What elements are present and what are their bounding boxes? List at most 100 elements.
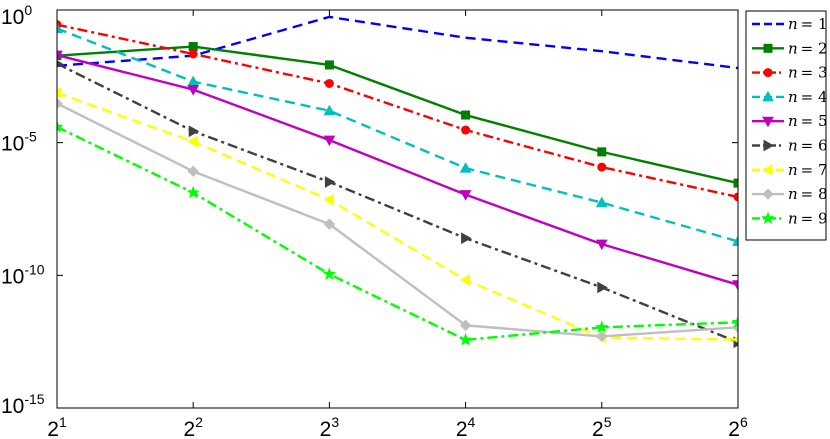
- series-4: [57, 22, 738, 246]
- series-6-point: [597, 281, 608, 294]
- series-4-point: [459, 162, 472, 173]
- series-3-line: [57, 23, 738, 199]
- series-8-point: [187, 165, 199, 178]
- series-1: [57, 15, 738, 70]
- series-2-point: [324, 60, 334, 70]
- series-9-point: [459, 332, 473, 346]
- series-2-point: [188, 42, 198, 52]
- x-tick-label: 26: [728, 414, 748, 439]
- series-7-point: [187, 135, 198, 148]
- legend-swatch-marker: [762, 188, 774, 200]
- legend-entry-1: n = 1: [752, 15, 828, 33]
- series-3-point: [461, 125, 471, 135]
- x-tick-label: 22: [183, 414, 203, 439]
- legend-label: n = 6: [788, 137, 828, 155]
- series-8-line: [57, 102, 738, 338]
- series-8-point: [596, 330, 608, 343]
- series-5-point: [57, 50, 63, 62]
- legend-label: n = 2: [788, 39, 828, 57]
- tick-layer: 21 22 23 24 25 26 100 10-5 10-10 10-15: [1, 2, 748, 439]
- series-layer: [57, 15, 738, 349]
- series-5-point: [732, 280, 738, 291]
- legend: n = 1 n = 2 n = 3 n = 4 n = 5 n = 6 n = 7 n = 8 n = 9: [745, 10, 828, 241]
- series-6-point: [461, 232, 472, 245]
- legend-label: n = 4: [788, 88, 828, 106]
- series-6-line: [57, 62, 738, 344]
- plot-frame: [56, 9, 739, 409]
- series-4-point: [323, 104, 336, 116]
- series-4-point: [57, 22, 63, 34]
- legend-swatch-marker: [762, 116, 774, 128]
- series-3-point: [188, 49, 198, 59]
- series-8: [57, 97, 738, 343]
- series-6-point: [324, 176, 336, 188]
- series-7-point: [459, 274, 471, 286]
- legend-swatch-marker: [763, 139, 775, 152]
- legend-label: n = 7: [788, 161, 828, 179]
- x-tick-label: 23: [320, 414, 340, 439]
- legend-entry-3: n = 3: [752, 64, 828, 82]
- series-2: [57, 42, 738, 188]
- y-tick-label: 10-15: [1, 391, 45, 418]
- x-tick-label: 24: [456, 414, 476, 439]
- legend-label: n = 1: [788, 15, 828, 33]
- legend-entry-2: n = 2: [752, 39, 828, 57]
- legend-label: n = 9: [788, 209, 828, 227]
- series-9-point: [595, 320, 609, 333]
- legend-entry-4: n = 4: [752, 88, 828, 106]
- legend-label: n = 5: [788, 112, 828, 130]
- series-9-point: [57, 120, 64, 133]
- series-2-point: [597, 147, 607, 157]
- series-5-point: [323, 135, 336, 147]
- series-9-point: [186, 185, 200, 199]
- series-3-point: [597, 162, 607, 172]
- y-tick-label: 100: [1, 2, 32, 29]
- series-6-point: [188, 125, 200, 138]
- series-4-point: [732, 235, 738, 246]
- legend-swatch-marker: [761, 211, 775, 225]
- series-2-line: [57, 45, 738, 185]
- legend-entry-6: n = 6: [752, 137, 828, 155]
- series-8-point: [323, 218, 336, 230]
- series-4-line: [57, 27, 738, 243]
- series-3-point: [324, 78, 334, 88]
- legend-swatch-marker: [763, 68, 773, 78]
- y-tick-label: 10-5: [1, 129, 37, 156]
- legend-label: n = 3: [788, 64, 828, 82]
- legend-swatch-marker: [762, 90, 774, 102]
- series-2-point: [733, 178, 738, 188]
- series-4-point: [595, 196, 608, 208]
- series-7-point: [57, 87, 62, 99]
- series-1-line: [57, 15, 738, 70]
- series-5-point: [459, 190, 472, 201]
- series-9-point: [322, 267, 336, 280]
- legend-entry-5: n = 5: [752, 112, 828, 130]
- series-7-line: [57, 91, 738, 341]
- series-3: [57, 20, 738, 202]
- legend-entry-9: n = 9: [752, 209, 828, 227]
- series-8-point: [57, 97, 63, 110]
- legend-swatch-marker: [763, 43, 773, 53]
- series-5-line: [57, 53, 738, 286]
- series-7-point: [323, 193, 334, 206]
- series-6: [57, 60, 738, 349]
- series-5: [57, 50, 738, 291]
- series-4-point: [187, 75, 200, 87]
- legend-entry-7: n = 7: [752, 161, 828, 179]
- x-tick-label: 21: [47, 414, 67, 439]
- series-9-point: [731, 315, 738, 328]
- y-tick-label: 10-10: [1, 261, 45, 288]
- series-3-point: [733, 192, 738, 202]
- series-9-line: [57, 125, 738, 342]
- series-9: [57, 120, 738, 346]
- legend-entry-8: n = 8: [752, 185, 828, 203]
- series-5-point: [595, 239, 608, 251]
- legend-swatch-marker: [761, 163, 773, 176]
- series-2-point: [461, 110, 471, 120]
- x-tick-label: 25: [592, 414, 612, 439]
- series-5-point: [187, 85, 200, 96]
- legend-label: n = 8: [788, 185, 828, 203]
- series-8-point: [459, 319, 472, 332]
